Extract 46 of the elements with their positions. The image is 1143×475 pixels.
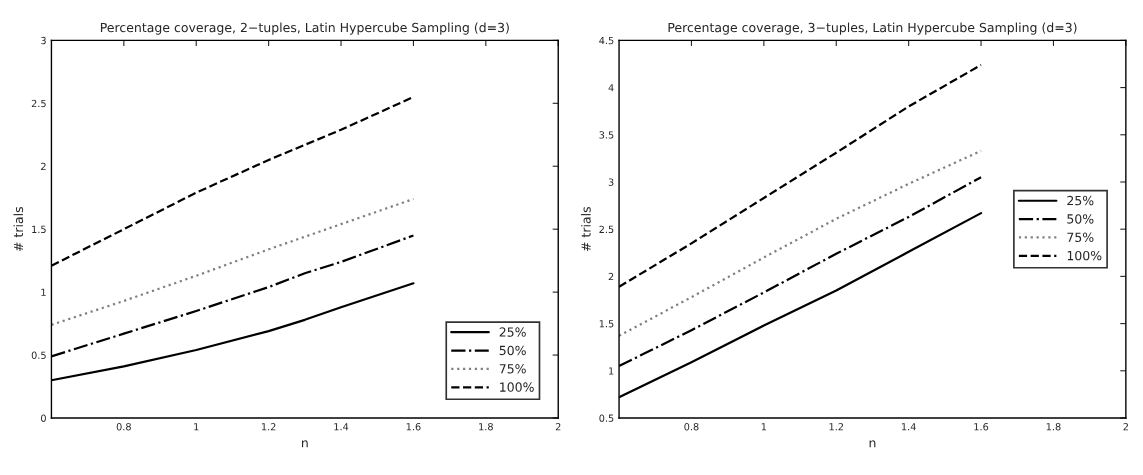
y-tick-label: 2: [608, 272, 614, 281]
y-tick-label: 2.5: [31, 99, 46, 108]
x-tick-label: 1: [761, 423, 767, 431]
legend-label: 75%: [1067, 232, 1094, 242]
y-axis-title: # trials: [13, 206, 24, 252]
y-tick-label: 4: [608, 84, 614, 92]
x-tick-label: 1.8: [1046, 423, 1061, 431]
legend-label: 100%: [500, 382, 534, 392]
y-tick-label: 0.5: [31, 351, 46, 359]
y-tick-label: 1: [609, 367, 614, 375]
legend-label: 25%: [499, 327, 526, 337]
chart-title: Percentage coverage, 2−tuples, Latin Hypercube Sampling (d=3): [100, 22, 509, 35]
x-tick-label: 1.4: [901, 423, 916, 431]
x-tick-label: 1.6: [974, 423, 989, 431]
x-axis-title: n: [869, 440, 876, 448]
x-tick-label: 0.8: [684, 423, 699, 431]
y-tick-label: 1.5: [32, 225, 46, 234]
y-tick-label: 3.5: [599, 131, 614, 139]
line-series: [619, 149, 983, 337]
y-tick-label: 1.5: [599, 320, 614, 328]
y-tick-label: 0.5: [599, 414, 614, 422]
x-axis-title: n: [302, 440, 308, 448]
x-tick-label: 1.2: [261, 423, 276, 431]
x-tick-label: 2: [1123, 423, 1128, 431]
legend-label: 100%: [1067, 250, 1102, 261]
line-series: [51, 197, 415, 326]
y-tick-label: 3: [608, 178, 614, 186]
x-tick-label: 1.6: [406, 423, 421, 431]
x-tick-label: 0.8: [116, 423, 131, 431]
y-axis-title: # trials: [581, 206, 591, 252]
y-tick-label: 3: [41, 36, 46, 45]
x-tick-label: 1.4: [334, 423, 349, 431]
x-tick-label: 1.8: [479, 423, 493, 431]
x-tick-label: 1: [194, 423, 199, 431]
legend-label: 50%: [1067, 214, 1094, 224]
y-tick-label: 2: [41, 162, 46, 170]
y-tick-label: 0: [41, 414, 46, 422]
legend-label: 25%: [1067, 195, 1094, 206]
legend-label: 50%: [499, 345, 526, 356]
y-tick-label: 2.5: [599, 225, 614, 234]
legend-label: 75%: [499, 364, 526, 374]
y-tick-label: 1: [41, 288, 46, 296]
x-tick-label: 1.2: [829, 423, 844, 431]
chart-title: Percentage coverage, 3−tuples, Latin Hypercube Sampling (d=3): [668, 22, 1077, 35]
y-tick-label: 4.5: [599, 36, 614, 45]
x-tick-label: 2: [555, 423, 561, 431]
